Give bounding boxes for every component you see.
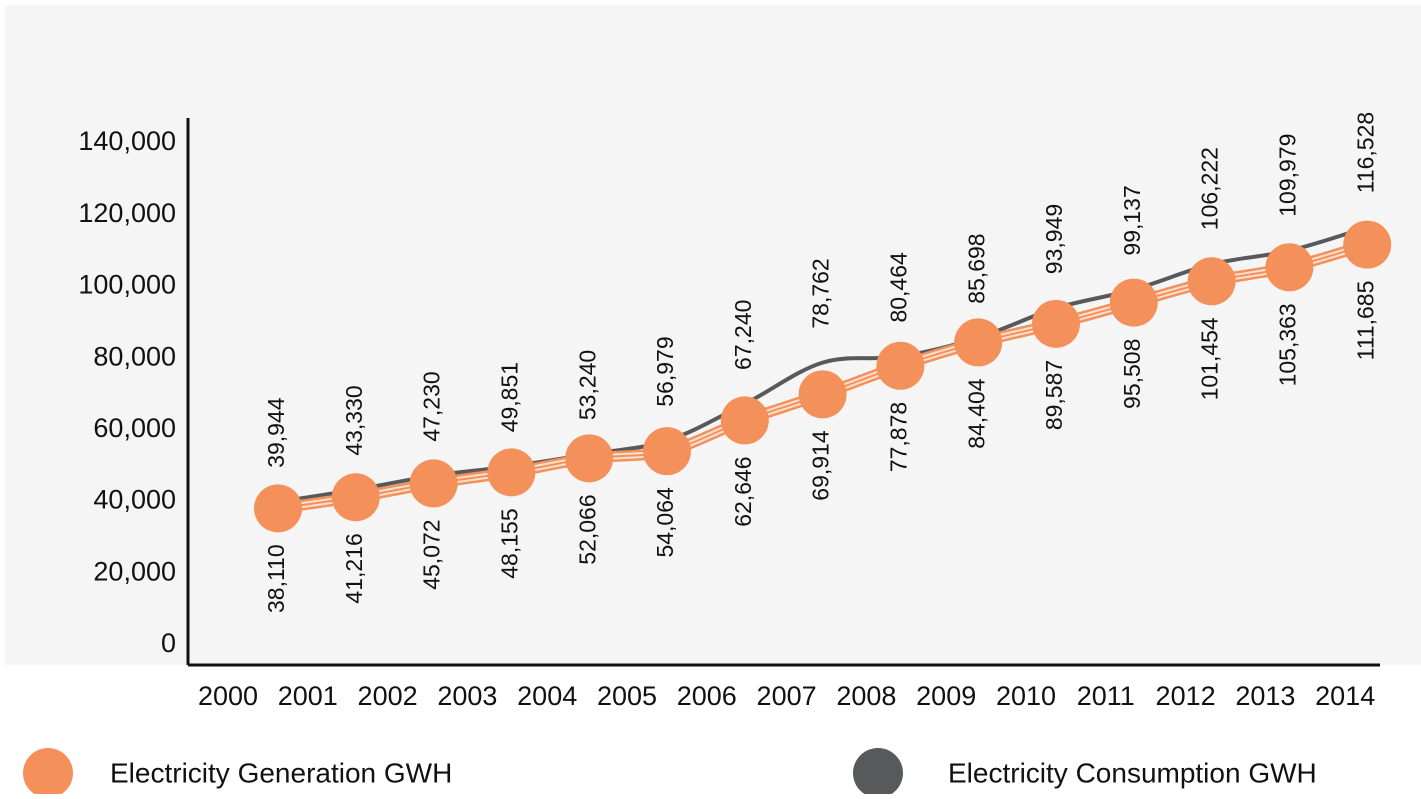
x-tick-label: 2001 bbox=[278, 681, 338, 711]
generation-point bbox=[720, 396, 769, 445]
consumption-value-label: 93,949 bbox=[1041, 204, 1067, 274]
x-tick-label: 2004 bbox=[517, 681, 577, 711]
x-tick-label: 2009 bbox=[916, 681, 976, 711]
generation-value-label: 62,646 bbox=[730, 456, 756, 526]
generation-value-label: 111,685 bbox=[1352, 281, 1378, 361]
consumption-value-label: 49,851 bbox=[496, 362, 522, 432]
x-tick-label: 2008 bbox=[836, 681, 896, 711]
y-tick-label: 40,000 bbox=[93, 485, 176, 515]
generation-value-label: 38,110 bbox=[263, 544, 289, 613]
x-tick-label: 2003 bbox=[437, 681, 497, 711]
consumption-value-label: 109,979 bbox=[1274, 134, 1300, 217]
y-tick-label: 0 bbox=[161, 628, 176, 658]
x-tick-label: 2011 bbox=[1077, 681, 1135, 711]
legend-swatch bbox=[853, 748, 903, 798]
x-tick-label: 2012 bbox=[1156, 681, 1216, 711]
x-tick-label: 2006 bbox=[677, 681, 737, 711]
generation-point bbox=[331, 473, 380, 522]
generation-point bbox=[798, 370, 847, 419]
consumption-value-label: 53,240 bbox=[574, 350, 600, 420]
consumption-value-label: 80,464 bbox=[885, 252, 911, 323]
x-tick-label: 2014 bbox=[1315, 681, 1375, 711]
generation-point bbox=[1032, 299, 1080, 348]
generation-point bbox=[487, 448, 536, 497]
x-tick-label: 2000 bbox=[198, 681, 258, 711]
generation-value-label: 54,064 bbox=[652, 487, 678, 558]
consumption-value-label: 99,137 bbox=[1119, 185, 1145, 255]
legend-label: Electricity Consumption GWH bbox=[948, 757, 1317, 788]
generation-value-label: 52,066 bbox=[574, 494, 600, 564]
y-tick-label: 100,000 bbox=[78, 270, 176, 300]
generation-point bbox=[1343, 220, 1392, 269]
y-tick-label: 140,000 bbox=[78, 126, 176, 156]
generation-value-label: 101,454 bbox=[1197, 317, 1223, 400]
generation-value-label: 89,587 bbox=[1041, 360, 1067, 430]
consumption-value-label: 85,698 bbox=[963, 233, 989, 303]
generation-point bbox=[876, 341, 925, 390]
consumption-value-label: 78,762 bbox=[808, 258, 834, 328]
generation-value-label: 69,914 bbox=[808, 430, 834, 501]
x-tick-label: 2010 bbox=[996, 681, 1056, 711]
consumption-value-label: 39,944 bbox=[263, 397, 289, 468]
x-tick-label: 2007 bbox=[757, 681, 817, 711]
y-tick-label: 60,000 bbox=[93, 413, 176, 443]
consumption-value-label: 47,230 bbox=[419, 371, 445, 441]
x-tick-label: 2002 bbox=[358, 681, 418, 711]
consumption-value-label: 43,330 bbox=[341, 385, 367, 455]
y-tick-label: 20,000 bbox=[93, 556, 176, 586]
generation-value-label: 48,155 bbox=[496, 508, 522, 578]
legend-label: Electricity Generation GWH bbox=[110, 757, 452, 788]
generation-point bbox=[643, 427, 691, 476]
generation-value-label: 84,404 bbox=[963, 378, 989, 449]
generation-value-label: 45,072 bbox=[419, 519, 445, 589]
generation-value-label: 77,878 bbox=[885, 402, 911, 472]
generation-point bbox=[1109, 278, 1158, 327]
generation-point bbox=[565, 434, 614, 483]
plot-background bbox=[5, 5, 1421, 665]
x-tick-label: 2013 bbox=[1235, 681, 1295, 711]
consumption-value-label: 56,979 bbox=[652, 336, 678, 406]
generation-value-label: 105,363 bbox=[1274, 303, 1300, 386]
generation-value-label: 41,216 bbox=[341, 533, 367, 603]
x-tick-label: 2005 bbox=[597, 681, 657, 711]
y-tick-label: 80,000 bbox=[93, 341, 176, 371]
legend-swatch bbox=[23, 748, 73, 798]
generation-point bbox=[1187, 257, 1236, 306]
y-tick-label: 120,000 bbox=[78, 198, 176, 228]
consumption-value-label: 106,222 bbox=[1197, 147, 1223, 230]
generation-point bbox=[409, 459, 458, 508]
generation-value-label: 95,508 bbox=[1119, 339, 1145, 409]
consumption-value-label: 67,240 bbox=[730, 300, 756, 370]
generation-point bbox=[954, 318, 1003, 367]
generation-point bbox=[1265, 243, 1314, 292]
consumption-value-label: 116,528 bbox=[1352, 112, 1378, 193]
generation-point bbox=[254, 484, 302, 533]
